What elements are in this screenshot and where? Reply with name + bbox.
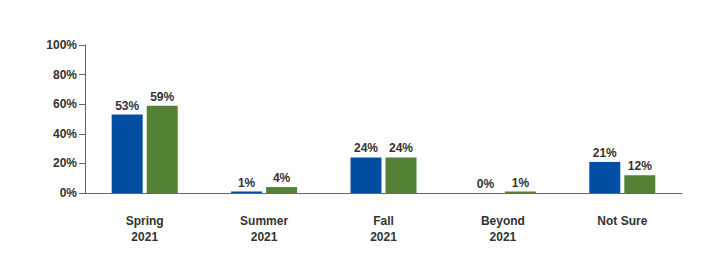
svg-text:2021: 2021 [490,230,517,244]
svg-text:Fall: Fall [373,214,394,228]
svg-text:80%: 80% [53,68,77,82]
svg-text:Spring: Spring [126,214,164,228]
svg-text:2021: 2021 [370,230,397,244]
svg-text:100%: 100% [46,38,77,52]
svg-text:60%: 60% [53,97,77,111]
svg-text:4%: 4% [273,171,291,185]
svg-text:21%: 21% [593,146,617,160]
svg-text:2021: 2021 [251,230,278,244]
svg-text:1%: 1% [512,176,530,190]
svg-text:0%: 0% [60,186,78,200]
svg-text:20%: 20% [53,156,77,170]
svg-text:40%: 40% [53,127,77,141]
svg-text:0%: 0% [477,177,495,191]
svg-text:12%: 12% [628,159,652,173]
svg-text:Not Sure: Not Sure [597,214,647,228]
svg-text:2021: 2021 [131,230,158,244]
svg-text:59%: 59% [150,90,174,104]
svg-text:53%: 53% [115,99,139,113]
svg-text:Beyond: Beyond [481,214,525,228]
svg-text:24%: 24% [389,141,413,155]
svg-text:1%: 1% [238,176,256,190]
svg-text:24%: 24% [354,141,378,155]
svg-text:Summer: Summer [240,214,288,228]
